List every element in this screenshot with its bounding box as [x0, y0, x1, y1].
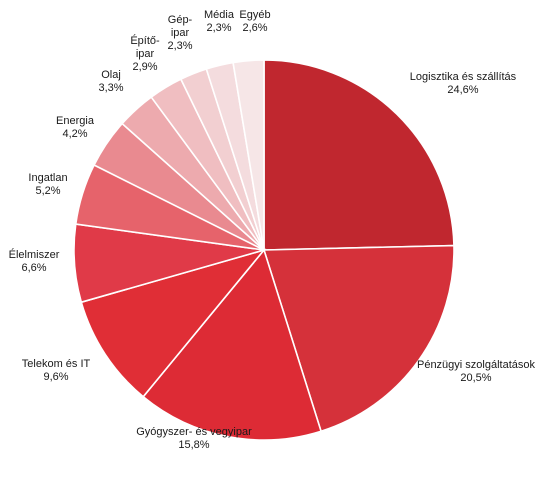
slice-name: Élelmiszer: [9, 248, 60, 261]
pie-labels: Logisztika és szállítás 24,6% Pénzügyi szo…: [9, 9, 536, 451]
slice-value: 2,3%: [167, 40, 192, 52]
slice-name: Pénzügyi szolgáltatások: [417, 359, 536, 371]
slice-name: Építő-: [130, 34, 160, 47]
slice-value: 9,6%: [43, 371, 68, 383]
slice-name: Energia: [56, 115, 95, 127]
slice-label-0: Logisztika és szállítás 24,6%: [410, 71, 517, 96]
slice-label-6: Energia 4,2%: [56, 115, 95, 140]
slice-label-7: Olaj 3,3%: [98, 69, 123, 94]
slice-name: ipar: [171, 27, 190, 39]
slice-value: 20,5%: [460, 372, 491, 384]
pie-slice-3: [80, 248, 267, 398]
slice-value: 24,6%: [447, 84, 478, 96]
pie-slice-1: [262, 244, 455, 433]
slice-value: 15,8%: [178, 439, 209, 451]
slice-label-1: Pénzügyi szolgáltatások 20,5%: [417, 359, 536, 384]
slice-value: 2,3%: [206, 22, 231, 34]
slice-label-8: Építő-ipar 2,9%: [130, 34, 160, 73]
slice-label-11: Egyéb 2,6%: [239, 9, 270, 34]
slice-label-3: Telekom és IT 9,6%: [22, 358, 91, 383]
slice-value: 2,6%: [242, 22, 267, 34]
pie-slice-0: [263, 59, 455, 251]
slice-value: 2,9%: [132, 61, 157, 73]
slice-name: Olaj: [101, 69, 121, 81]
slice-name: Gyógyszer- és vegyipar: [136, 426, 252, 438]
slice-label-9: Gép-ipar 2,3%: [167, 14, 192, 52]
pie-slice-11: [232, 59, 265, 251]
slice-name: Logisztika és szállítás: [410, 71, 517, 83]
slice-name: Telekom és IT: [22, 358, 91, 370]
slice-value: 6,6%: [21, 262, 46, 274]
slice-value: 5,2%: [35, 185, 60, 197]
slice-value: 4,2%: [62, 128, 87, 140]
pie-slice-2: [142, 248, 323, 441]
slice-name: Ingatlan: [28, 172, 67, 184]
slice-label-2: Gyógyszer- és vegyipar 15,8%: [136, 426, 252, 451]
slice-label-10: Média 2,3%: [204, 9, 235, 34]
slice-label-4: Élelmiszer 6,6%: [9, 248, 60, 274]
slice-name: Egyéb: [239, 9, 270, 21]
slice-label-5: Ingatlan 5,2%: [28, 172, 67, 197]
slice-name: Média: [204, 9, 235, 21]
slice-name: ipar: [136, 48, 155, 60]
slice-value: 3,3%: [98, 82, 123, 94]
slice-name: Gép-: [168, 14, 193, 26]
pie-slices: [73, 59, 455, 441]
